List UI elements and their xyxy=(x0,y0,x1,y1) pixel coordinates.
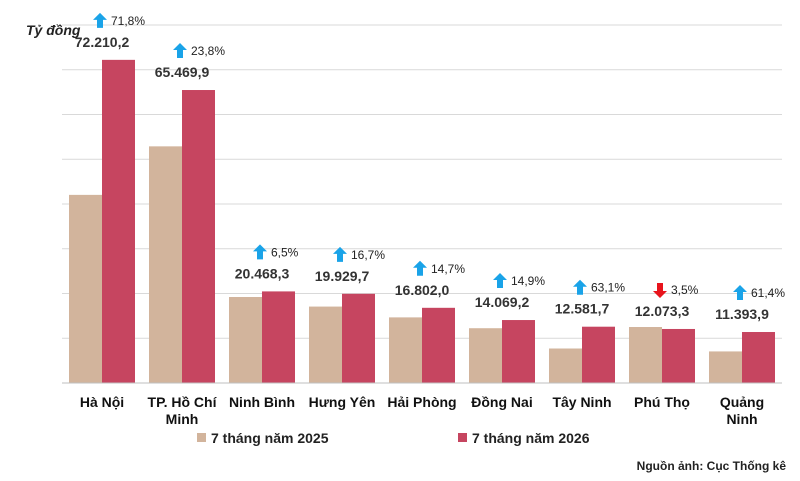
bar-2026 xyxy=(662,328,695,383)
category-label: Quảng xyxy=(720,394,764,410)
value-label: 20.468,3 xyxy=(235,265,290,281)
arrow-up-icon xyxy=(413,260,427,276)
bar-2025 xyxy=(709,351,742,383)
category-label: Hưng Yên xyxy=(309,394,376,410)
category-label: Hải Phòng xyxy=(387,394,456,410)
bars xyxy=(69,59,775,384)
value-label: 11.393,9 xyxy=(715,306,769,322)
legend-label-2026: 7 tháng năm 2026 xyxy=(472,430,590,446)
value-label: 19.929,7 xyxy=(315,268,370,284)
arrow-up-icon xyxy=(573,279,587,295)
category-label: Minh xyxy=(166,411,199,427)
bar-2026 xyxy=(182,90,215,384)
category-label: Hà Nội xyxy=(80,394,124,410)
bar-2025 xyxy=(229,296,262,383)
bar-2025 xyxy=(309,306,342,383)
value-labels: 72.210,2 65.469,9 20.468,3 19.929,7 16.802,0… xyxy=(75,34,769,322)
bar-2026 xyxy=(262,291,295,383)
value-label: 72.210,2 xyxy=(75,34,130,50)
change-label: 71,8% xyxy=(111,14,145,28)
bar-2025 xyxy=(549,348,582,383)
arrow-up-icon xyxy=(93,12,107,28)
category-label: Phú Thọ xyxy=(634,394,690,410)
value-label: 12.581,7 xyxy=(555,301,610,317)
bar-2026 xyxy=(502,320,535,383)
source-note: Nguồn ảnh: Cục Thống kê xyxy=(637,459,787,473)
arrow-up-icon xyxy=(493,273,507,289)
legend-label-2025: 7 tháng năm 2025 xyxy=(211,430,329,446)
arrow-up-icon xyxy=(253,244,267,260)
bar-2026 xyxy=(102,59,135,384)
change-label: 14,9% xyxy=(511,274,545,288)
change-label: 6,5% xyxy=(271,245,299,259)
bar-2026 xyxy=(342,293,375,383)
bar-2025 xyxy=(149,146,182,383)
change-label: 3,5% xyxy=(671,283,699,297)
arrow-up-icon xyxy=(333,246,347,262)
bar-2025 xyxy=(469,328,502,383)
bar-2026 xyxy=(422,307,455,383)
value-label: 16.802,0 xyxy=(395,282,450,298)
change-label: 16,7% xyxy=(351,248,385,262)
legend: 7 tháng năm 2025 7 tháng năm 2026 xyxy=(197,430,590,446)
arrow-up-icon xyxy=(733,285,747,301)
value-label: 12.073,3 xyxy=(635,303,690,319)
bar-2026 xyxy=(742,332,775,383)
bar-2026 xyxy=(582,326,615,383)
category-label: Đồng Nai xyxy=(471,394,532,410)
category-label: TP. Hồ Chí xyxy=(148,394,218,410)
value-label: 65.469,9 xyxy=(155,64,210,80)
bar-2025 xyxy=(389,317,422,383)
value-label: 14.069,2 xyxy=(475,294,530,310)
legend-swatch-2026 xyxy=(458,433,467,442)
change-label: 23,8% xyxy=(191,44,225,58)
category-label: Tây Ninh xyxy=(552,394,611,410)
arrow-up-icon xyxy=(173,43,187,59)
change-indicators: 71,8% 23,8% 6,5% 16,7% 14,7% 14,9% 63,1% 3,5% 61… xyxy=(93,12,785,301)
bar-2025 xyxy=(629,327,662,383)
change-label: 61,4% xyxy=(751,286,785,300)
bar-2025 xyxy=(69,194,102,383)
category-label: Ninh xyxy=(726,411,757,427)
change-label: 14,7% xyxy=(431,262,465,276)
change-label: 63,1% xyxy=(591,281,625,295)
arrow-down-icon xyxy=(653,282,667,298)
category-label: Ninh Bình xyxy=(229,394,295,410)
unit-label: Tỷ đồng xyxy=(26,22,81,38)
legend-swatch-2025 xyxy=(197,433,206,442)
